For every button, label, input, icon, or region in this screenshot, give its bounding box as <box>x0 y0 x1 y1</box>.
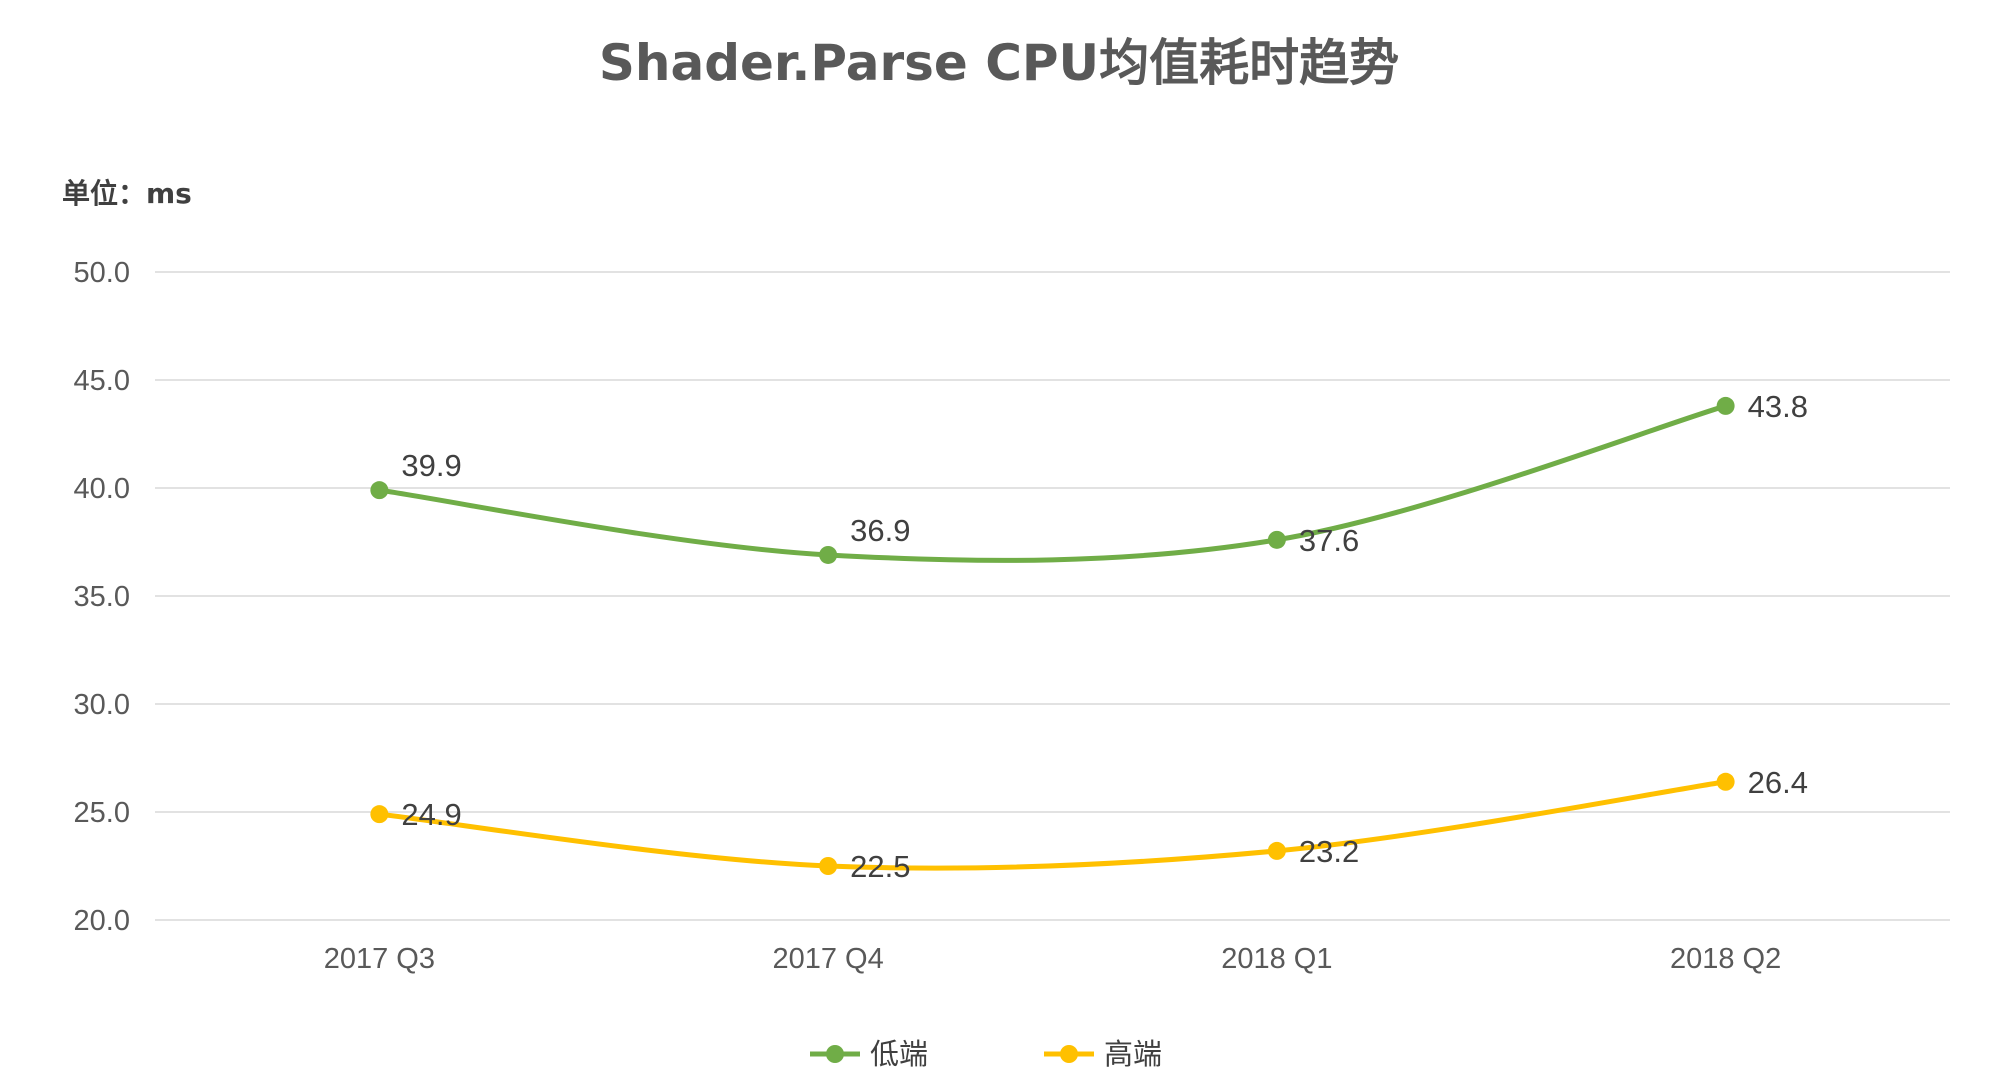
legend-label: 低端 <box>870 1037 928 1071</box>
data-label: 26.4 <box>1748 765 1808 800</box>
series-2 <box>370 772 1735 875</box>
x-tick-label: 2017 Q4 <box>772 943 883 975</box>
data-label: 23.2 <box>1299 834 1359 869</box>
data-point <box>1267 841 1286 860</box>
series-1 <box>370 396 1735 564</box>
y-tick-label: 20.0 <box>74 905 130 937</box>
y-tick-label: 25.0 <box>74 797 130 829</box>
legend-swatch-marker <box>1060 1045 1078 1063</box>
data-label: 36.9 <box>850 513 910 548</box>
x-tick-label: 2018 Q1 <box>1221 943 1332 975</box>
data-point <box>819 545 838 564</box>
x-axis-ticks: 2017 Q3 2017 Q4 2018 Q1 2018 Q2 <box>324 943 1782 975</box>
x-tick-label: 2017 Q3 <box>324 943 435 975</box>
legend-swatch-marker <box>826 1045 844 1063</box>
series-line <box>376 403 1729 563</box>
y-tick-label: 45.0 <box>74 365 130 397</box>
y-axis-ticks: 20.0 25.0 30.0 35.0 40.0 45.0 50.0 <box>74 257 130 937</box>
data-point <box>1267 530 1286 549</box>
y-tick-label: 30.0 <box>74 689 130 721</box>
x-tick-label: 2018 Q2 <box>1670 943 1781 975</box>
data-label: 22.5 <box>850 849 910 884</box>
y-tick-label: 40.0 <box>74 473 130 505</box>
data-point <box>1716 772 1735 791</box>
data-label: 24.9 <box>401 797 461 832</box>
data-point <box>370 481 389 500</box>
data-label: 43.8 <box>1748 389 1808 424</box>
legend-label: 高端 <box>1104 1037 1162 1071</box>
legend: 低端 高端 <box>810 1037 1162 1071</box>
legend-item: 高端 <box>1044 1037 1162 1071</box>
y-tick-label: 50.0 <box>74 257 130 289</box>
data-label: 39.9 <box>401 448 461 483</box>
data-point <box>370 805 389 824</box>
y-tick-label: 35.0 <box>74 581 130 613</box>
data-label: 37.6 <box>1299 523 1359 558</box>
data-point <box>819 857 838 875</box>
data-labels: 39.9 36.9 37.6 43.8 24.9 22.5 23.2 26.4 <box>401 389 1808 884</box>
series-line <box>376 779 1729 871</box>
chart-title: Shader.Parse CPU均值耗时趋势 <box>599 34 1399 92</box>
gridlines <box>155 271 1950 921</box>
series-layer <box>370 396 1735 875</box>
legend-item: 低端 <box>810 1037 928 1071</box>
data-point <box>1716 396 1735 415</box>
unit-label: 单位：ms <box>62 177 192 210</box>
